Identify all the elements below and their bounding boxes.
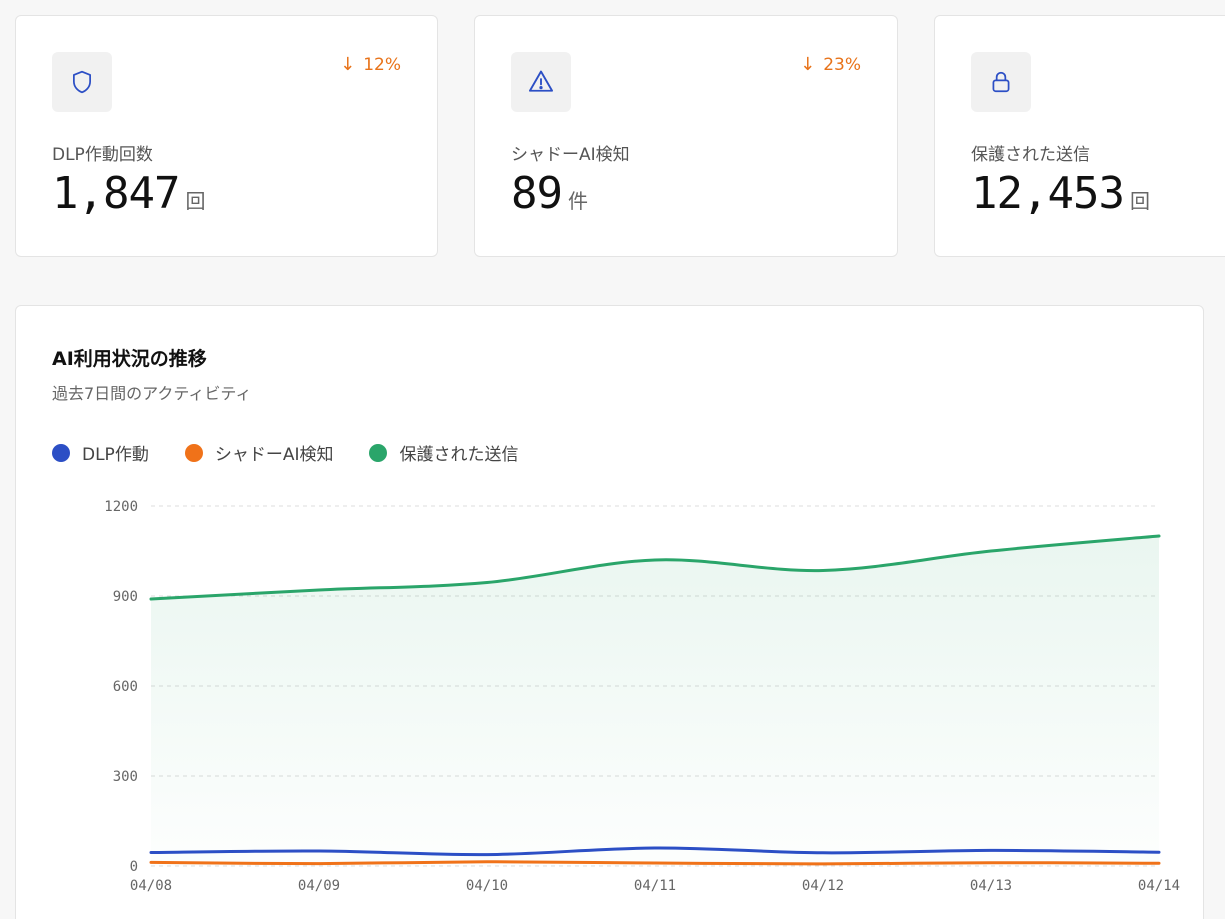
lock-icon — [971, 52, 1031, 112]
legend-label: シャドーAI検知 — [214, 445, 334, 465]
x-tick-label: 04/12 — [802, 878, 844, 894]
warning-icon — [511, 52, 571, 112]
legend-item-dlp: DLP作動 — [52, 440, 149, 465]
legend-label: DLP作動 — [82, 445, 149, 465]
legend-dot — [52, 443, 70, 462]
x-tick-label: 04/11 — [634, 878, 676, 894]
usage-trend-chart: 0 300 600 900 1200 04/08 04/09 04/10 04/11 04/12 0… — [104, 499, 1180, 894]
legend-item-protected: 保護された送信 — [369, 440, 518, 465]
stat-unit: 回 — [185, 189, 206, 213]
x-tick-label: 04/13 — [970, 878, 1012, 894]
stat-value: 1,847 — [52, 168, 180, 219]
trend-value: 12% — [363, 54, 401, 75]
arrow-down-icon: ↓ — [340, 54, 356, 75]
shield-icon — [52, 52, 112, 112]
stat-card-shadow-ai: ↓ 23% シャドーAI検知 89 件 — [474, 15, 898, 257]
stat-unit: 件 — [567, 189, 588, 213]
x-tick-label: 04/10 — [466, 878, 508, 894]
usage-trend-card: 0 300 600 900 1200 04/08 04/09 04/10 04/11 04/12 0… — [15, 305, 1204, 919]
stat-card-protected: 保護された送信 12,453 回 — [934, 15, 1225, 257]
stat-value: 12,453 — [971, 168, 1125, 219]
y-tick-label: 600 — [113, 679, 138, 695]
chart-legend: DLP作動 シャドーAI検知 保護された送信 — [52, 440, 518, 465]
trend-value: 23% — [823, 54, 861, 75]
stat-label: DLP作動回数 — [52, 145, 153, 165]
stat-label: シャドーAI検知 — [511, 145, 630, 165]
legend-dot — [184, 443, 203, 462]
y-tick-label: 900 — [113, 589, 138, 605]
stat-card-dlp: ↓ 12% DLP作動回数 1,847 回 — [15, 15, 438, 257]
y-tick-label: 0 — [130, 859, 138, 875]
x-tick-label: 04/09 — [298, 878, 340, 894]
series-area — [151, 536, 1159, 866]
y-tick-label: 1200 — [104, 499, 138, 515]
stat-unit: 回 — [1129, 189, 1150, 213]
trend-badge: ↓ 23% — [800, 54, 861, 75]
legend-item-shadow-ai: シャドーAI検知 — [184, 440, 334, 465]
stat-value: 89 — [511, 168, 563, 219]
arrow-down-icon: ↓ — [800, 54, 816, 75]
chart-title: AI利用状況の推移 — [52, 348, 207, 370]
y-tick-label: 300 — [113, 769, 138, 785]
legend-label: 保護された送信 — [399, 445, 519, 465]
legend-dot — [369, 443, 388, 462]
x-tick-label: 04/14 — [1138, 878, 1180, 894]
trend-badge: ↓ 12% — [340, 54, 401, 75]
stat-label: 保護された送信 — [971, 145, 1090, 165]
series-line — [149, 534, 1161, 601]
chart-subtitle: 過去7日間のアクティビティ — [52, 384, 252, 403]
series-line — [149, 860, 1161, 866]
x-tick-label: 04/08 — [130, 878, 172, 894]
